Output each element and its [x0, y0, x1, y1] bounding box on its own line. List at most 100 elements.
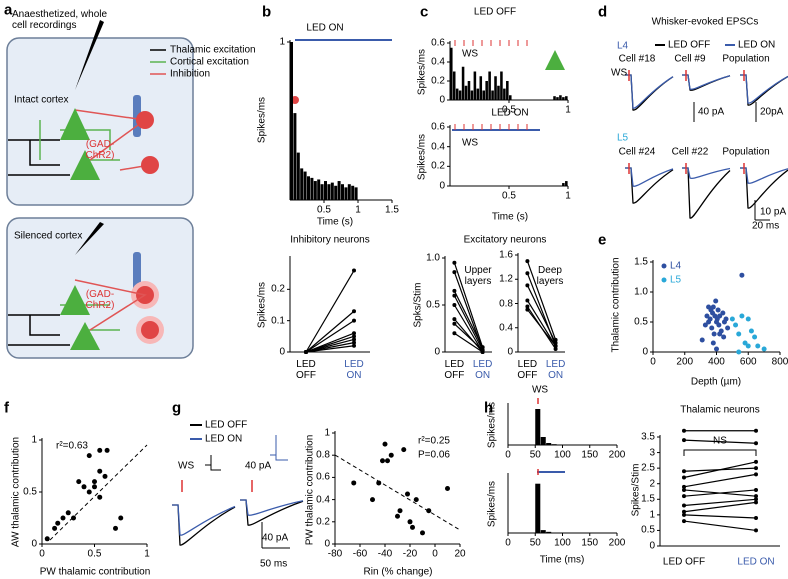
point [410, 524, 415, 530]
pair-line [526, 285, 557, 344]
point [755, 343, 761, 349]
panel-label: e [598, 231, 607, 249]
point [704, 313, 710, 319]
bar [341, 184, 344, 200]
bar [458, 90, 462, 100]
bar [546, 443, 552, 445]
x-tick-label: 800 [771, 356, 788, 368]
chart-title: LED OFF [473, 6, 517, 18]
pair-line [453, 262, 484, 348]
bar [347, 184, 351, 200]
bar [337, 181, 341, 200]
point [721, 334, 727, 340]
bar [330, 182, 334, 200]
point [682, 438, 686, 443]
point [723, 316, 729, 322]
label: Cell #9 [674, 53, 706, 65]
y-tick-label: 0 [649, 540, 655, 552]
y-tick-label: 0.4 [316, 494, 330, 506]
point [682, 475, 686, 480]
point [97, 468, 103, 474]
pair-line [305, 345, 355, 353]
point [352, 343, 356, 348]
y-tick-label: 0 [642, 346, 648, 358]
annotation: WS [531, 384, 549, 396]
point [748, 328, 754, 334]
y-tick-label: 0.4 [431, 56, 445, 68]
point [682, 469, 686, 474]
pair-line [305, 310, 355, 353]
point [709, 325, 715, 331]
trace [625, 74, 674, 109]
label: Silenced cortex [14, 230, 83, 242]
y-tick-label: 3 [649, 447, 655, 459]
bar [479, 76, 483, 100]
point [682, 484, 686, 489]
bar [562, 97, 565, 100]
point [55, 520, 61, 526]
panel-title: Anaesthetized, whole cell recordings [12, 9, 108, 31]
bar [506, 81, 509, 100]
y-tick-label: 1.2 [499, 273, 513, 285]
y-tick-label: 3.5 [641, 431, 655, 443]
point [401, 447, 407, 453]
y-tick-label: 2 [649, 478, 655, 490]
pair-line [305, 270, 355, 353]
bar [303, 171, 307, 200]
bar [452, 71, 456, 100]
y-tick-label: 2.5 [641, 462, 655, 474]
point [682, 512, 686, 517]
bar [509, 95, 512, 100]
bar [317, 179, 321, 200]
x-tick-label: 50 [529, 537, 541, 549]
bar [455, 88, 459, 100]
bar [485, 81, 488, 100]
point [352, 340, 356, 345]
trace [625, 167, 674, 204]
label: WS [178, 460, 195, 472]
point [725, 325, 731, 331]
bar [313, 181, 317, 200]
x-tick-label: LED OFF [662, 556, 706, 568]
annotation: WS [461, 48, 479, 60]
x-tick-label: 50 [529, 449, 541, 461]
x-tick-label: LED OFF [296, 359, 316, 381]
point [380, 458, 385, 464]
point [352, 318, 356, 323]
x-tick-label: 0 [39, 548, 45, 560]
point [699, 337, 705, 343]
y-tick-label: 0.5 [23, 486, 37, 498]
bar [494, 76, 497, 100]
point [713, 298, 719, 304]
pair-line [683, 461, 757, 479]
point [452, 331, 457, 336]
y-tick-label: 0 [31, 538, 37, 550]
diagram-shape [136, 111, 154, 129]
x-tick-label: LED ON [344, 359, 364, 381]
y-tick-label: 0.6 [431, 37, 445, 49]
point [352, 337, 356, 342]
y-axis-label: Spikes/Stim [630, 463, 642, 517]
label: 20pA [760, 106, 784, 118]
y-tick-label: 0.6 [316, 471, 330, 483]
trace [740, 74, 788, 104]
label: Intact cortex [14, 94, 69, 106]
y-axis-label: Spikes/ms [486, 401, 498, 449]
y-axis-label: PW thalamic contribution [304, 434, 316, 546]
bar [290, 42, 293, 200]
x-tick-label: 0 [432, 548, 438, 560]
point [445, 486, 450, 491]
point [754, 466, 758, 471]
label: Cell #22 [671, 146, 709, 158]
point [525, 298, 530, 303]
x-tick-label: 0.5 [317, 204, 331, 216]
point [452, 303, 457, 307]
point [754, 472, 758, 477]
point [86, 489, 92, 495]
trace [682, 167, 731, 179]
y-tick-label: 1.5 [641, 493, 655, 505]
pair-line [453, 290, 484, 348]
label: 10 pA [760, 206, 787, 218]
